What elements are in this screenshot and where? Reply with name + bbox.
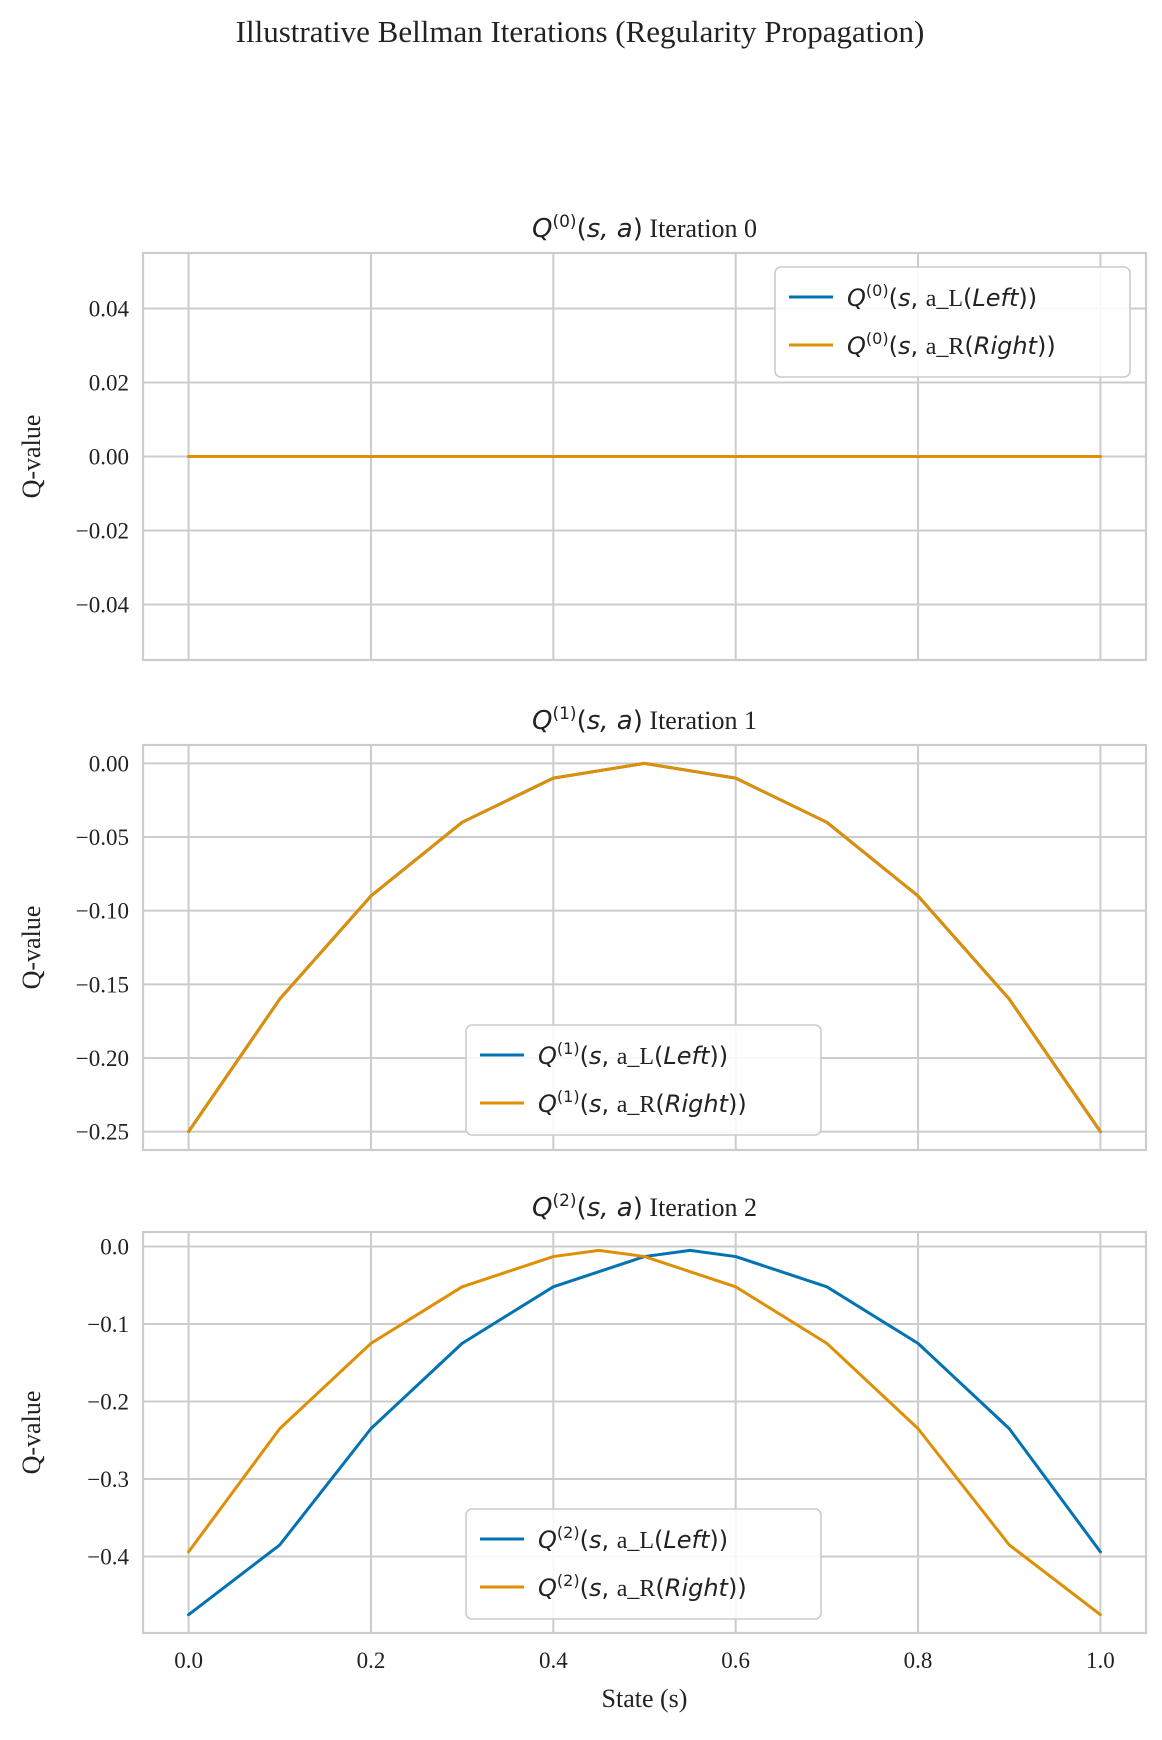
x-tick-label: 0.0 <box>174 1648 203 1673</box>
legend-entry: Q(0)(s, a_R(Right)) <box>847 329 1056 360</box>
chart-panel-1: 0.00 −0.05 −0.10 −0.15 −0.20 −0.25 Q-value Q(1)… <box>17 704 1148 1152</box>
y-axis-label: Q-value <box>17 906 46 990</box>
y-tick-label: −0.20 <box>76 1046 129 1071</box>
x-axis-label: State (s) <box>602 1684 688 1713</box>
x-tick-label: 0.8 <box>904 1648 933 1673</box>
chart-panels: 0.04 0.02 0.00 −0.02 −0.04 Q-value Q(0)(s, a) … <box>17 212 1148 1713</box>
y-tick-label: −0.04 <box>76 593 130 618</box>
legend-box <box>465 1024 822 1136</box>
legend-entry: Q(2)(s, a_L(Left)) <box>538 1523 728 1554</box>
y-tick-label: −0.3 <box>87 1467 129 1492</box>
y-tick-label: 0.02 <box>89 371 129 396</box>
y-tick-label: 0.0 <box>100 1234 129 1259</box>
legend-entry: Q(0)(s, a_L(Left)) <box>847 281 1037 312</box>
axes-frame <box>141 1230 1148 1635</box>
axes-frame <box>141 743 1148 1152</box>
y-axis-label: Q-value <box>17 415 46 499</box>
legend-entry: Q(2)(s, a_R(Right)) <box>538 1571 747 1602</box>
x-tick-label: 0.2 <box>357 1648 386 1673</box>
y-tick-label: −0.02 <box>76 519 129 544</box>
y-tick-label: −0.4 <box>87 1545 129 1570</box>
y-tick-label: −0.1 <box>87 1312 129 1337</box>
panel-title: Q(2)(s, a) Iteration 2 <box>532 1191 757 1223</box>
legend-box <box>465 1508 822 1620</box>
legend-entry: Q(1)(s, a_L(Left)) <box>538 1039 728 1070</box>
y-tick-label: −0.05 <box>76 825 129 850</box>
y-axis-label: Q-value <box>17 1391 46 1475</box>
y-tick-label: 0.00 <box>89 751 129 776</box>
x-tick-label: 0.6 <box>721 1648 750 1673</box>
figure-title: Illustrative Bellman Iterations (Regular… <box>236 14 925 49</box>
series-line-right <box>187 761 1102 1134</box>
series-line-right <box>187 1248 1102 1617</box>
y-tick-label: 0.04 <box>89 297 130 322</box>
x-tick-label: 1.0 <box>1086 1648 1115 1673</box>
y-tick-label: −0.25 <box>76 1120 129 1145</box>
y-tick-label: −0.15 <box>76 972 129 997</box>
axes-frame <box>141 251 1148 662</box>
y-tick-label: −0.10 <box>76 899 129 924</box>
panel-title: Q(0)(s, a) Iteration 0 <box>532 212 757 244</box>
series-line-left <box>187 1248 1102 1617</box>
x-tick-label: 0.4 <box>539 1648 568 1673</box>
legend-box <box>774 266 1131 378</box>
chart-panel-2: 0.0 −0.1 −0.2 −0.3 −0.4 0.0 0.2 0.4 0.6 0.8 1.0 Q-v… <box>17 1191 1148 1713</box>
chart-panel-0: 0.04 0.02 0.00 −0.02 −0.04 Q-value Q(0)(s, a) … <box>17 212 1148 662</box>
y-tick-label: 0.00 <box>89 445 129 470</box>
y-tick-label: −0.2 <box>87 1389 129 1414</box>
panel-title: Q(1)(s, a) Iteration 1 <box>532 704 757 736</box>
legend-entry: Q(1)(s, a_R(Right)) <box>538 1087 747 1118</box>
